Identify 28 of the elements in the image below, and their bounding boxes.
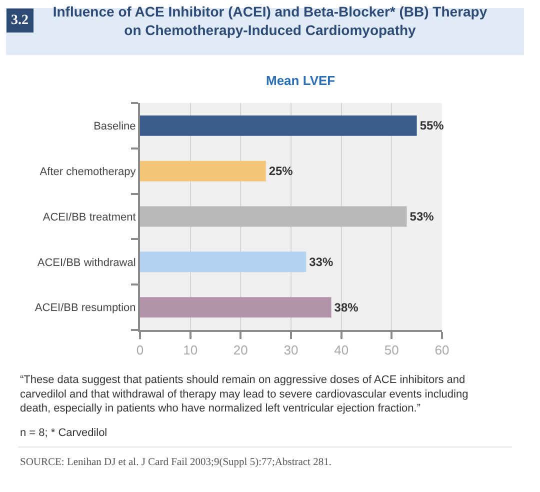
y-tick-label: After chemotherapy [40,166,136,178]
y-tick-label: Baseline [94,120,136,133]
bar [140,160,266,182]
y-tick-label: ACEI/BB withdrawal [37,256,136,269]
chart-title: Influence of ACE Inhibitor (ACEI) and Beta-Blocker* (BB) Therapy on Chemotherapy-Induced Cardiomyopathy [52,4,488,38]
x-tick-label: 10 [183,342,198,358]
source-note: SOURCE: Lenihan DJ et al. J Card Fail 2003;9(Suppl 5):77;Abstract 281. [20,457,332,468]
bar [140,206,407,227]
data-label: 38% [334,300,359,314]
data-label: 25% [268,164,294,178]
data-label: 55% [420,118,444,133]
chart-subtitle: Mean LVEF [266,73,336,88]
data-label: 53% [410,210,434,224]
y-tick-label: ACEI/BB resumption [34,302,136,314]
data-label: 33% [309,254,334,269]
bar [140,297,332,318]
x-tick-label: 50 [384,342,399,358]
text: n = 8; * Carvedilol [20,427,108,439]
x-tick-label: 40 [334,342,349,358]
x-tick-label: 0 [136,342,144,358]
x-tick-label: 20 [233,342,248,358]
text: “These data suggest that patients should remain on aggressive doses of ACE inhibitors and carvedilol and that withdrawal of therapy may lead to severe cardiovascular events including death, especially in patients who have normalized left ventricular ejection fraction.” [20,374,468,415]
x-tick-label: 30 [284,342,298,358]
text: 3.2 [11,13,28,28]
bar [140,115,417,136]
bar [140,252,306,272]
y-tick-label: ACEI/BB treatment [42,211,136,224]
x-tick-label: 60 [434,342,450,358]
